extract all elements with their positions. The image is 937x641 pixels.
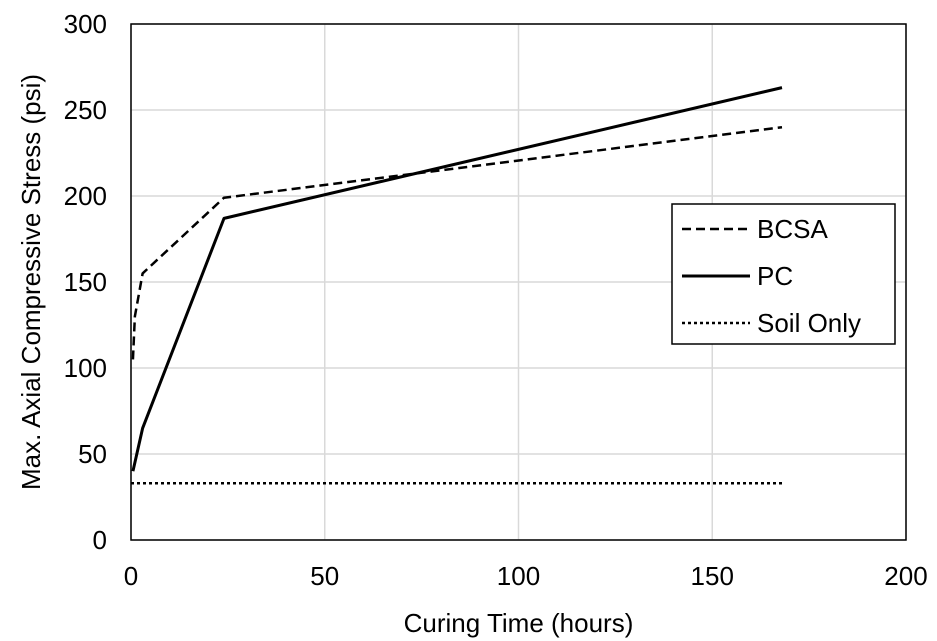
series-line-pc <box>131 86 783 472</box>
y-axis-tick-labels: 0 50 100 150 200 250 300 <box>64 9 107 555</box>
x-tick-label: 100 <box>497 561 540 591</box>
series-layer <box>131 86 783 485</box>
legend-box <box>671 203 896 345</box>
y-tick-label: 50 <box>78 439 107 469</box>
y-tick-label: 100 <box>64 353 107 383</box>
y-axis-title: Max. Axial Compressive Stress (psi) <box>16 74 46 490</box>
legend: BCSA PC Soil Only <box>671 203 896 345</box>
legend-label-pc: PC <box>757 261 793 291</box>
legend-label-bcsa: BCSA <box>757 214 828 244</box>
y-tick-label: 0 <box>93 525 107 555</box>
x-tick-label: 50 <box>310 561 339 591</box>
x-tick-label: 200 <box>884 561 927 591</box>
plot-area-frame <box>130 23 907 541</box>
y-tick-label: 250 <box>64 95 107 125</box>
x-tick-label: 150 <box>691 561 734 591</box>
y-tick-label: 300 <box>64 9 107 39</box>
x-axis-title: Curing Time (hours) <box>404 608 634 638</box>
legend-label-soil-only: Soil Only <box>757 308 861 338</box>
x-axis-tick-labels: 0 50 100 150 200 <box>124 561 928 591</box>
y-tick-label: 150 <box>64 267 107 297</box>
y-tick-label: 200 <box>64 181 107 211</box>
x-tick-label: 0 <box>124 561 138 591</box>
